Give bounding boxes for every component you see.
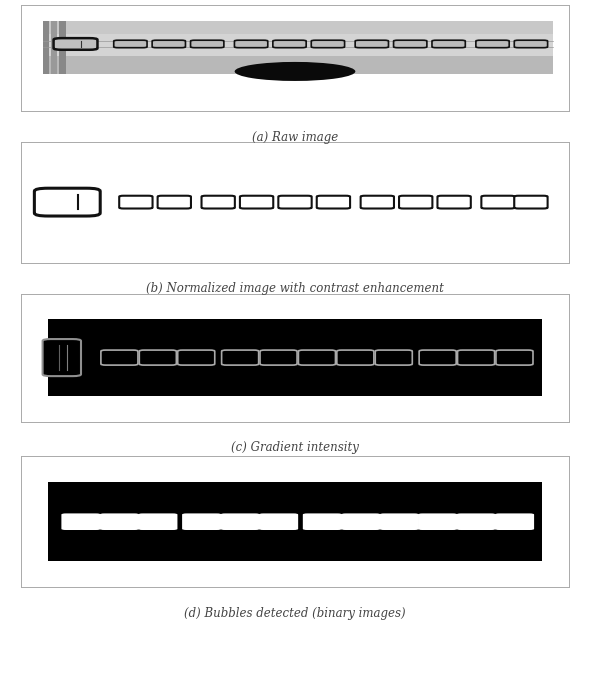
Text: (c) Gradient intensity: (c) Gradient intensity [231, 441, 359, 454]
FancyBboxPatch shape [259, 513, 298, 530]
FancyBboxPatch shape [379, 513, 419, 530]
Bar [48, 319, 542, 396]
FancyBboxPatch shape [240, 196, 273, 209]
FancyBboxPatch shape [341, 513, 381, 530]
Bar [59, 21, 65, 73]
Bar [51, 21, 57, 73]
FancyBboxPatch shape [299, 350, 336, 365]
FancyBboxPatch shape [418, 513, 457, 530]
FancyBboxPatch shape [54, 38, 97, 50]
FancyBboxPatch shape [273, 40, 306, 48]
FancyBboxPatch shape [152, 40, 185, 48]
FancyBboxPatch shape [360, 196, 394, 209]
Ellipse shape [235, 62, 355, 81]
Bar [42, 28, 553, 55]
FancyBboxPatch shape [202, 196, 235, 209]
FancyBboxPatch shape [158, 196, 191, 209]
FancyBboxPatch shape [457, 513, 496, 530]
FancyBboxPatch shape [337, 350, 374, 365]
FancyBboxPatch shape [375, 350, 412, 365]
FancyBboxPatch shape [42, 339, 81, 376]
FancyBboxPatch shape [437, 196, 471, 209]
Text: (d) Bubbles detected (binary images): (d) Bubbles detected (binary images) [184, 607, 406, 620]
FancyBboxPatch shape [101, 350, 138, 365]
Text: (a) Raw image: (a) Raw image [252, 131, 338, 144]
FancyBboxPatch shape [114, 40, 147, 48]
FancyBboxPatch shape [260, 350, 297, 365]
FancyBboxPatch shape [191, 40, 224, 48]
FancyBboxPatch shape [100, 513, 139, 530]
FancyBboxPatch shape [394, 40, 427, 48]
FancyBboxPatch shape [222, 350, 258, 365]
FancyBboxPatch shape [514, 40, 548, 48]
FancyBboxPatch shape [312, 40, 345, 48]
FancyBboxPatch shape [119, 196, 153, 209]
FancyBboxPatch shape [317, 196, 350, 209]
Bar [42, 21, 553, 73]
FancyBboxPatch shape [278, 196, 312, 209]
FancyBboxPatch shape [182, 513, 221, 530]
FancyBboxPatch shape [61, 513, 101, 530]
FancyBboxPatch shape [514, 196, 548, 209]
FancyBboxPatch shape [303, 513, 342, 530]
FancyBboxPatch shape [458, 350, 494, 365]
FancyBboxPatch shape [138, 513, 178, 530]
FancyBboxPatch shape [355, 40, 388, 48]
FancyBboxPatch shape [221, 513, 260, 530]
FancyBboxPatch shape [432, 40, 466, 48]
Bar [42, 21, 49, 73]
Bar [48, 482, 542, 561]
FancyBboxPatch shape [495, 513, 534, 530]
FancyBboxPatch shape [476, 40, 509, 48]
FancyBboxPatch shape [178, 350, 215, 365]
FancyBboxPatch shape [139, 350, 176, 365]
FancyBboxPatch shape [481, 196, 514, 209]
FancyBboxPatch shape [34, 188, 100, 216]
Text: (b) Normalized image with contrast enhancement: (b) Normalized image with contrast enhan… [146, 282, 444, 295]
FancyBboxPatch shape [399, 196, 432, 209]
FancyBboxPatch shape [496, 350, 533, 365]
FancyBboxPatch shape [234, 40, 268, 48]
FancyBboxPatch shape [419, 350, 456, 365]
Bar [42, 21, 553, 35]
